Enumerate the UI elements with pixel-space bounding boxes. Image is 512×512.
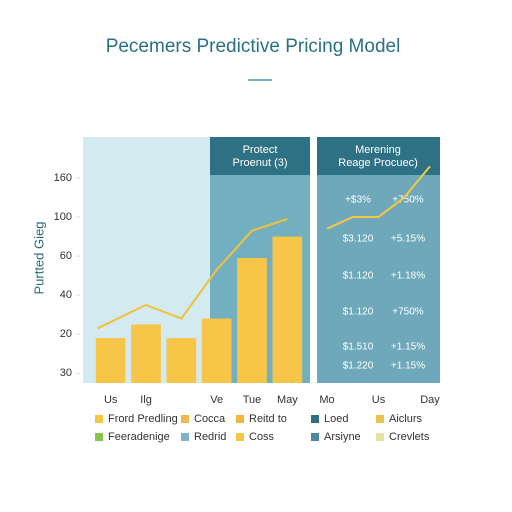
y-tick-label: 20 — [60, 328, 72, 340]
table-cell: +750% — [392, 307, 424, 318]
panel-title: Protect — [243, 144, 278, 156]
y-tick-label: 160 — [54, 172, 72, 184]
legend-swatch — [376, 415, 384, 423]
bar — [166, 338, 197, 383]
x-tick-label: May — [277, 394, 298, 406]
chart-title: Pecemers Predictive Pricing Model — [106, 36, 401, 57]
panel-header — [317, 137, 440, 175]
table-cell: +$3% — [345, 195, 371, 206]
panel-header — [210, 137, 310, 175]
table-cell: +1.15% — [391, 342, 425, 353]
bar — [272, 236, 303, 383]
legend-label: Reitd to — [249, 413, 287, 425]
legend-label: Cocca — [194, 413, 226, 425]
x-tick-label: Us — [372, 394, 386, 406]
bar — [201, 318, 232, 383]
table-cell: +1.18% — [391, 271, 425, 282]
table-cell: $1.120 — [343, 307, 374, 318]
panel-title: Reage Procuec) — [338, 157, 418, 169]
legend-swatch — [181, 433, 189, 441]
x-tick-label: Us — [104, 394, 118, 406]
table-cell: $1.220 — [343, 361, 374, 372]
y-tick-label: 40 — [60, 289, 72, 301]
legend-label: Redrid — [194, 431, 226, 443]
legend-swatch — [311, 415, 319, 423]
bar — [237, 258, 267, 383]
table-cell: +750% — [392, 195, 424, 206]
line — [326, 165, 431, 230]
legend-label: Aiclurs — [389, 413, 423, 425]
legend-swatch — [236, 433, 244, 441]
x-tick-label: Day — [420, 394, 440, 406]
bar — [95, 338, 126, 383]
legend-swatch — [95, 433, 103, 441]
legend-swatch — [181, 415, 189, 423]
x-tick-label: Ve — [210, 394, 223, 406]
legend-label: Feeradenige — [108, 431, 170, 443]
table-cell: +5.15% — [391, 234, 425, 245]
y-tick-label: 100 — [54, 211, 72, 223]
legend-label: Frord Predling — [108, 413, 178, 425]
x-tick-label: Tue — [243, 394, 262, 406]
legend-swatch — [311, 433, 319, 441]
x-tick-label: Ilg — [140, 394, 152, 406]
y-tick-label: 60 — [60, 250, 72, 262]
table-cell: $3.120 — [343, 234, 374, 245]
bar — [131, 324, 161, 383]
panel-title: Merening — [355, 144, 401, 156]
table-cell: $1.510 — [343, 342, 374, 353]
legend-label: Arsiyne — [324, 431, 361, 443]
legend-label: Crevlets — [389, 431, 430, 443]
legend-swatch — [236, 415, 244, 423]
table-cell: +1.15% — [391, 361, 425, 372]
y-tick-label: 30 — [60, 367, 72, 379]
x-tick-label: Mo — [319, 394, 334, 406]
legend-swatch — [376, 433, 384, 441]
panel-title: Proenut (3) — [232, 157, 287, 169]
table-cell: $1.120 — [343, 271, 374, 282]
line — [97, 218, 288, 330]
legend-swatch — [95, 415, 103, 423]
legend-label: Loed — [324, 413, 348, 425]
legend-label: Coss — [249, 431, 275, 443]
y-axis-label: Purtted Gieg — [31, 222, 46, 295]
